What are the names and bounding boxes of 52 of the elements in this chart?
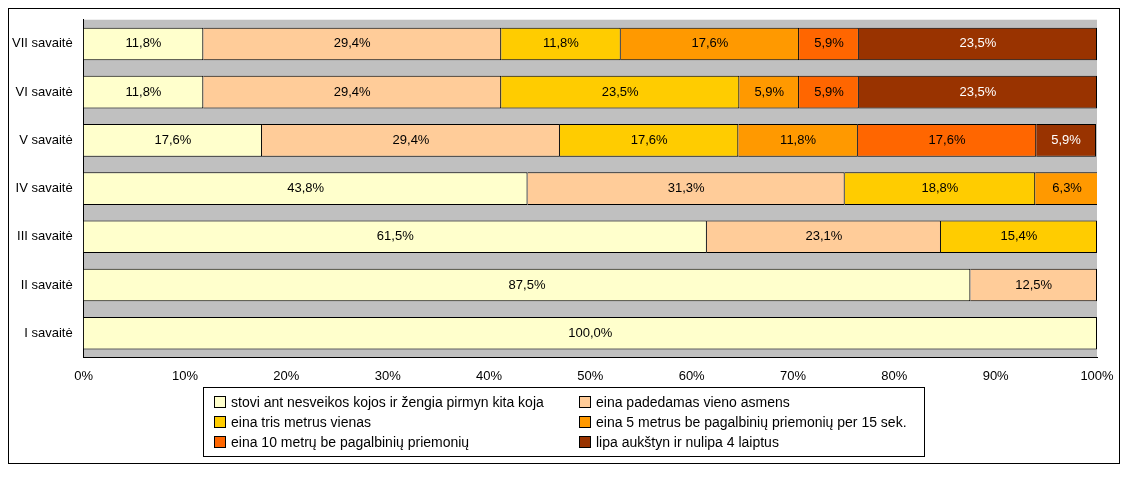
- data-label: 29,4%: [392, 131, 430, 147]
- x-tick-label: 0%: [74, 367, 94, 383]
- y-tick-label: VII savaitė: [11, 35, 73, 51]
- y-tick-label: I savaitė: [24, 324, 73, 340]
- x-tick-label: 80%: [881, 367, 908, 383]
- data-label: 17,6%: [630, 131, 668, 147]
- data-label: 11,8%: [543, 35, 580, 51]
- data-label: 5,9%: [1051, 131, 1082, 147]
- legend-label: lipa aukštyn ir nulipa 4 laiptus: [596, 434, 779, 450]
- data-label: 29,4%: [333, 35, 372, 51]
- data-label: 23,5%: [959, 35, 997, 51]
- x-tick-label: 70%: [779, 367, 807, 383]
- data-label: 100,0%: [568, 324, 613, 340]
- legend-label: stovi ant nesveikos kojos ir žengia pirmyn kita koja: [231, 394, 544, 410]
- x-tick-label: 60%: [678, 367, 706, 383]
- data-label: 29,4%: [333, 83, 372, 99]
- data-label: 23,5%: [601, 83, 640, 99]
- data-label: 11,8%: [125, 83, 162, 99]
- y-tick-label: III savaitė: [17, 228, 73, 244]
- data-label: 17,6%: [691, 35, 729, 51]
- legend-label: eina tris metrus vienas: [231, 414, 372, 430]
- data-label: 43,8%: [287, 180, 325, 196]
- data-label: 15,4%: [1000, 228, 1038, 244]
- data-label: 61,5%: [376, 228, 415, 244]
- data-label: 6,3%: [1052, 180, 1083, 196]
- y-tick-label: IV savaitė: [15, 180, 73, 196]
- data-label: 17,6%: [154, 131, 192, 147]
- data-label: 12,5%: [1015, 276, 1053, 292]
- data-label: 11,8%: [780, 131, 817, 147]
- x-tick-label: 30%: [374, 367, 402, 383]
- x-tick-label: 90%: [982, 367, 1010, 383]
- data-label: 11,8%: [125, 35, 162, 51]
- x-tick-label: 50%: [577, 367, 604, 383]
- data-label: 5,9%: [754, 83, 785, 99]
- x-tick-label: 20%: [273, 367, 300, 383]
- data-label: 18,8%: [921, 180, 959, 196]
- x-tick-label: 100%: [1080, 367, 1115, 383]
- data-label: 5,9%: [814, 83, 845, 99]
- y-tick-label: V savaitė: [19, 131, 73, 147]
- x-tick-label: 10%: [172, 367, 199, 383]
- data-label: 5,9%: [814, 35, 845, 51]
- legend-label: eina padedamas vieno asmens: [596, 394, 790, 410]
- y-tick-label: VI savaitė: [15, 83, 73, 99]
- data-label: 87,5%: [508, 276, 546, 292]
- legend-label: eina 10 metrų be pagalbinių priemonių: [231, 434, 470, 450]
- x-tick-label: 40%: [476, 367, 503, 383]
- data-label: 23,1%: [805, 228, 843, 244]
- legend-label: eina 5 metrus be pagalbinių priemonių per 15 sek.: [596, 414, 907, 430]
- y-tick-label: II savaitė: [20, 276, 73, 292]
- data-label: 17,6%: [928, 131, 966, 147]
- data-label: 23,5%: [959, 83, 997, 99]
- data-label: 31,3%: [667, 180, 705, 196]
